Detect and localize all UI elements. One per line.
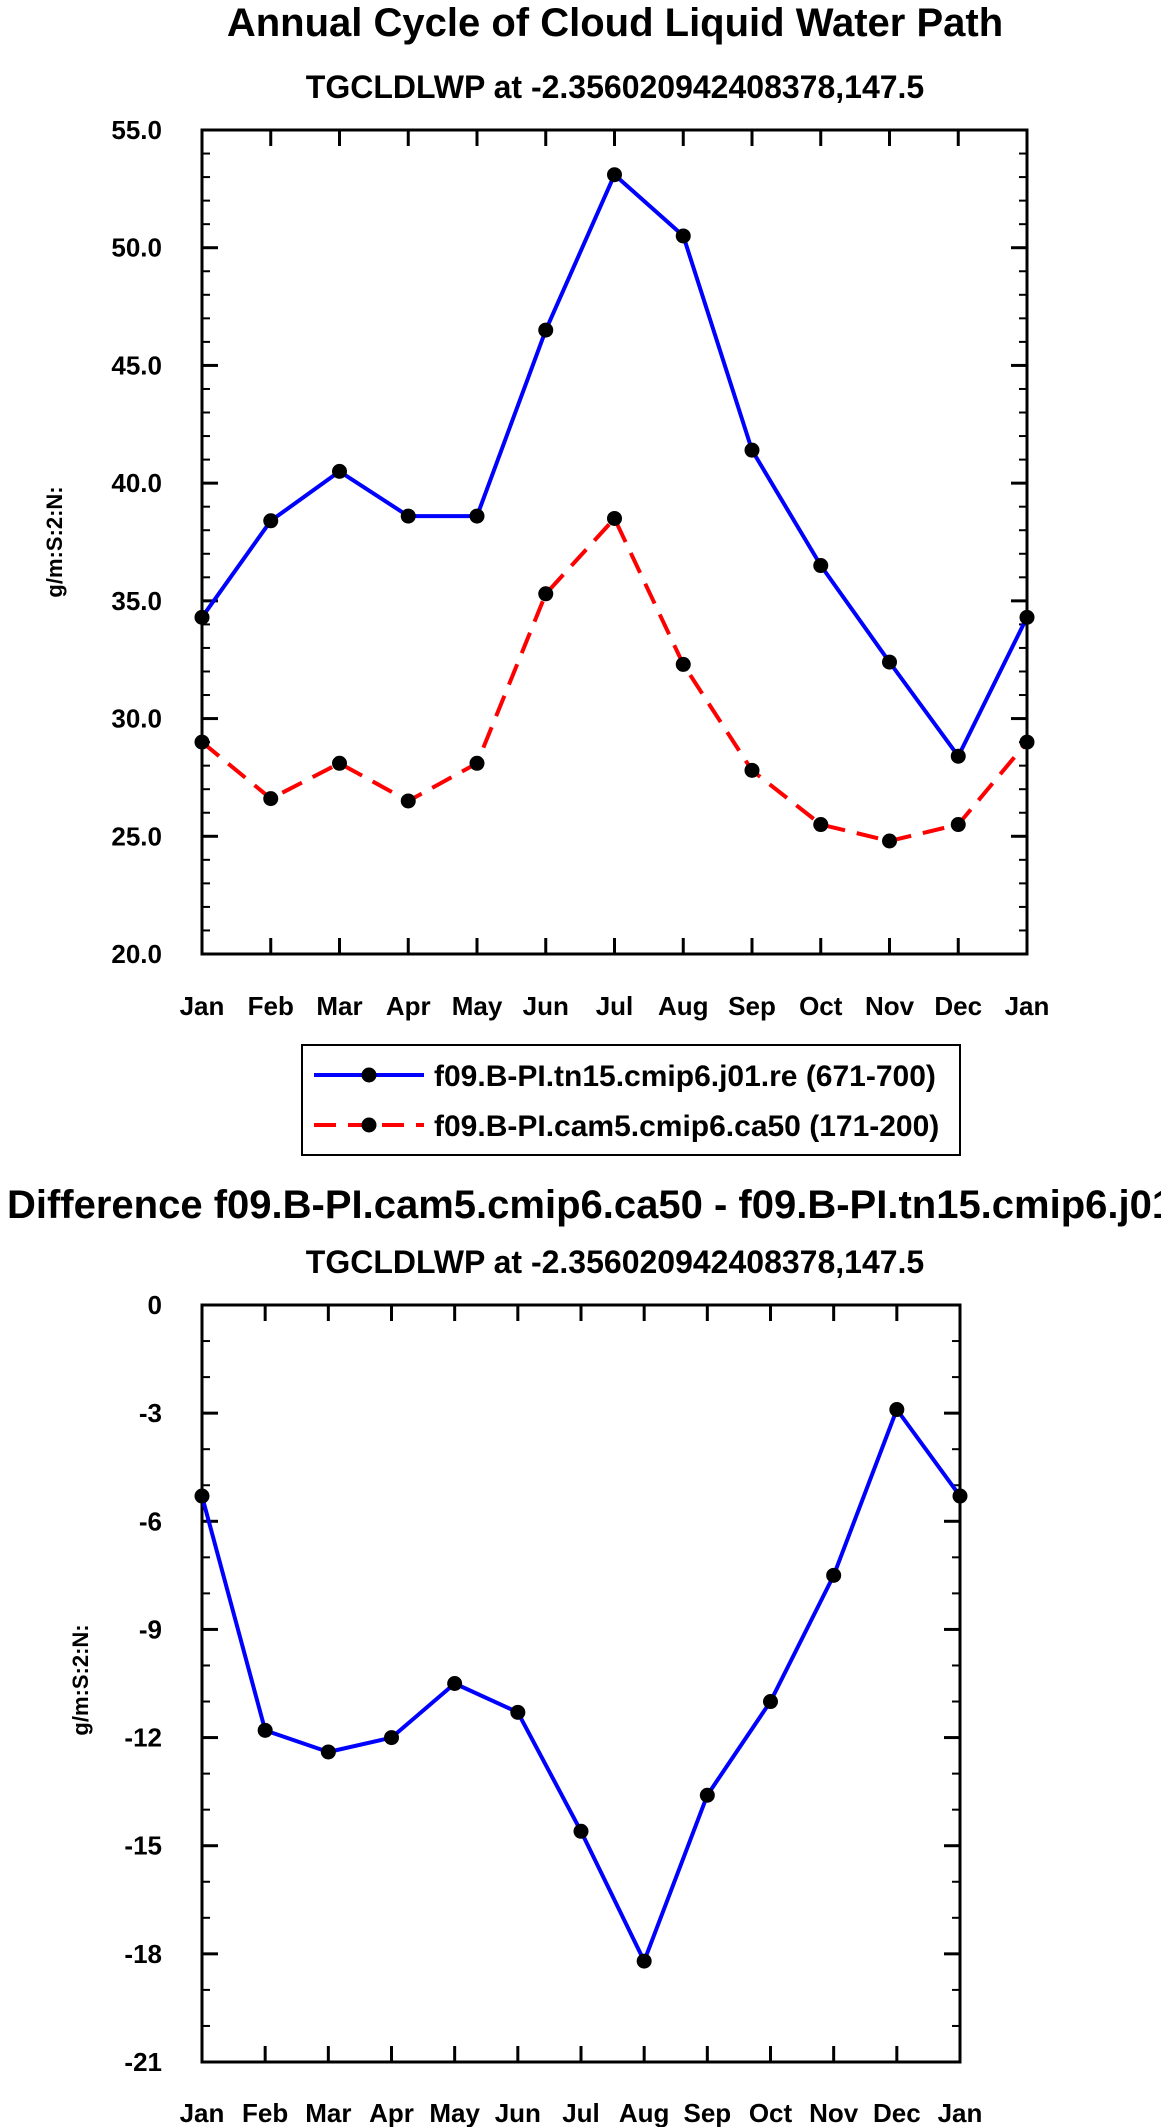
chart2-y-tick-label: -21 bbox=[124, 2047, 162, 2077]
chart2-x-tick-label: Jun bbox=[495, 2098, 541, 2127]
chart2-y-tick-label: -9 bbox=[139, 1614, 162, 1644]
chart1-plot-frame bbox=[200, 128, 1029, 956]
chart1-subtitle: TGCLDLWP at -2.356020942408378,147.5 bbox=[306, 69, 924, 105]
chart2-x-tick-label: Nov bbox=[809, 2098, 859, 2127]
legend-marker-1 bbox=[361, 1067, 377, 1083]
chart2-y-tick-label: -3 bbox=[139, 1398, 162, 1428]
chart1-series-2-point bbox=[263, 791, 279, 807]
chart1-x-tick-label: Aug bbox=[658, 991, 709, 1021]
chart1-series-2-point bbox=[400, 793, 416, 809]
chart1-x-tick-label: Feb bbox=[248, 991, 294, 1021]
chart1-series-1-line bbox=[200, 172, 1029, 759]
chart2-series-1-point bbox=[763, 1694, 778, 1710]
chart1-series-1-point bbox=[950, 748, 966, 764]
legend-label-2: f09.B-PI.cam5.cmip6.ca50 (171-200) bbox=[434, 1110, 939, 1143]
chart2-x-tick-label: Jan bbox=[180, 2098, 225, 2127]
chart1-series-2-point bbox=[1019, 734, 1035, 750]
chart1-x-tick-label: Jan bbox=[1005, 991, 1050, 1021]
legend-box bbox=[301, 1044, 961, 1156]
chart2-series-1-point bbox=[699, 1787, 715, 1803]
chart2-series-1-point bbox=[447, 1676, 463, 1691]
chart1-series-1-point bbox=[469, 508, 485, 524]
chart1-series-1-point bbox=[744, 442, 760, 458]
chart1-series-1-point bbox=[1019, 609, 1035, 625]
chart2-series-1-point bbox=[573, 1823, 589, 1839]
chart2-y-tick-label: -12 bbox=[124, 1723, 162, 1753]
chart1-x-tick-label: Dec bbox=[934, 991, 982, 1021]
chart2-series-1-point bbox=[952, 1488, 968, 1504]
chart1-y-tick-label: 55.0 bbox=[111, 115, 162, 145]
chart1-y-tick-label: 30.0 bbox=[111, 704, 162, 734]
chart2-x-tick-label: Feb bbox=[242, 2098, 288, 2127]
chart1-y-tick-label: 20.0 bbox=[111, 939, 162, 969]
chart1-series-1-point bbox=[882, 654, 897, 670]
chart1-series-2-point bbox=[950, 817, 966, 833]
chart2-plot-frame bbox=[200, 1303, 962, 2064]
chart1-series-1-point bbox=[813, 558, 829, 574]
chart1-x-tick-label: Nov bbox=[865, 991, 915, 1021]
chart2-series-1-point bbox=[510, 1704, 526, 1720]
chart1-x-tick-label: Jan bbox=[180, 991, 225, 1021]
chart2-x-tick-label: Oct bbox=[749, 2098, 793, 2127]
legend-label-1: f09.B-PI.tn15.cmip6.j01.re (671-700) bbox=[434, 1060, 936, 1093]
chart1-x-tick-label: Oct bbox=[799, 991, 843, 1021]
chart2-x-tick-label: Aug bbox=[619, 2098, 670, 2127]
chart1-x-tick-label: Sep bbox=[728, 991, 776, 1021]
chart1-series-2-point bbox=[744, 762, 760, 778]
chart2-series-1-point bbox=[384, 1730, 399, 1746]
chart1-x-tick-label: Mar bbox=[316, 991, 362, 1021]
chart1-series-2-point bbox=[538, 586, 554, 602]
chart1-x-tick-label: Apr bbox=[386, 991, 431, 1021]
chart2-subtitle: TGCLDLWP at -2.356020942408378,147.5 bbox=[306, 1244, 924, 1280]
chart1-y-tick-label: 50.0 bbox=[111, 233, 162, 263]
chart2-x-tick-label: Apr bbox=[369, 2098, 414, 2127]
chart1-series-1-point bbox=[332, 463, 347, 479]
chart2-series-1-point bbox=[636, 1953, 652, 1969]
chart1-series-2-point bbox=[194, 734, 210, 750]
chart2-series-1-point bbox=[257, 1722, 273, 1738]
legend-marker-2 bbox=[361, 1117, 377, 1133]
chart1-y-tick-label: 35.0 bbox=[111, 586, 162, 616]
chart2-series-1-point bbox=[889, 1402, 905, 1418]
chart2-y-tick-label: -15 bbox=[124, 1831, 162, 1861]
chart1-series-2-point bbox=[469, 755, 485, 771]
chart2-x-tick-label: May bbox=[429, 2098, 480, 2127]
chart1-series-1-point bbox=[538, 322, 554, 338]
chart1-y-tick-label: 25.0 bbox=[111, 821, 162, 851]
chart1-title: Annual Cycle of Cloud Liquid Water Path bbox=[227, 1, 1003, 45]
chart1-x-tick-label: May bbox=[452, 991, 503, 1021]
chart2-x-tick-label: Jul bbox=[562, 2098, 600, 2127]
chart1-y-tick-label: 45.0 bbox=[111, 350, 162, 380]
chart2-x-tick-label: Dec bbox=[873, 2098, 921, 2127]
chart1-series-2-point bbox=[332, 755, 347, 771]
chart1-series-2-point bbox=[675, 656, 691, 672]
chart1-series-1-point bbox=[400, 508, 416, 524]
chart1-series-2-point bbox=[813, 817, 829, 833]
chart1-x-tick-label: Jun bbox=[523, 991, 569, 1021]
chart2-y-tick-label: 0 bbox=[148, 1290, 162, 1320]
chart2-series-1-line bbox=[200, 1407, 962, 1964]
chart2-series-1-point bbox=[320, 1744, 336, 1760]
chart2-x-tick-label: Jan bbox=[938, 2098, 983, 2127]
chart1-series-1-point bbox=[675, 228, 691, 244]
chart1-x-tick-label: Jul bbox=[596, 991, 634, 1021]
chart2-y-axis-label: g/m:S:2:N: bbox=[68, 1624, 93, 1735]
chart2-y-tick-label: -6 bbox=[139, 1506, 162, 1536]
chart2-series-1-point bbox=[826, 1567, 842, 1583]
chart1-series-1-point bbox=[263, 513, 279, 529]
chart2-x-tick-label: Sep bbox=[683, 2098, 731, 2127]
chart1-y-axis-label: g/m:S:2:N: bbox=[42, 486, 67, 597]
chart1-series-2-point bbox=[882, 833, 897, 849]
chart1-y-tick-label: 40.0 bbox=[111, 468, 162, 498]
chart1-series-2-point bbox=[607, 510, 622, 526]
chart1-series-1-point bbox=[607, 167, 622, 183]
chart1-series-1-point bbox=[194, 609, 210, 625]
chart2-title: Difference f09.B-PI.cam5.cmip6.ca50 - f0… bbox=[7, 1183, 1161, 1227]
chart2-x-tick-label: Mar bbox=[305, 2098, 351, 2127]
chart2-y-tick-label: -18 bbox=[124, 1939, 162, 1969]
chart2-series-1-point bbox=[194, 1488, 210, 1504]
